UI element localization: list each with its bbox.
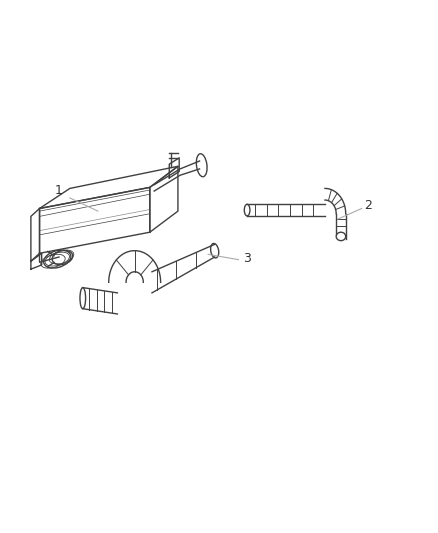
Text: 2: 2 xyxy=(364,199,372,212)
Text: 3: 3 xyxy=(243,252,251,265)
Text: 1: 1 xyxy=(55,183,63,197)
